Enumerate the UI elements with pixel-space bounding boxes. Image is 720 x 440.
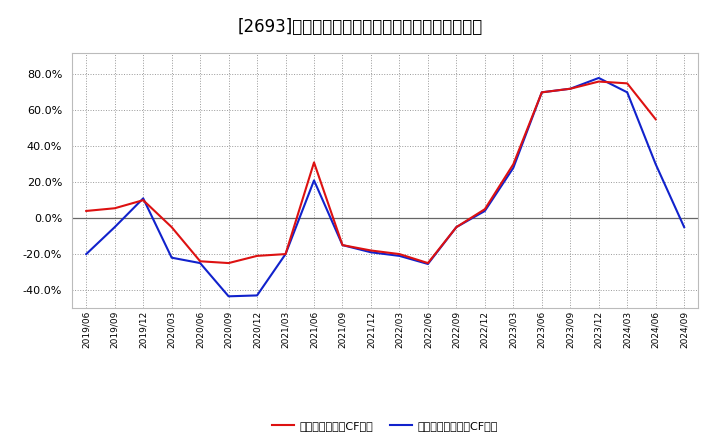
有利子負債営業CF比率 bbox=[509, 161, 518, 167]
有利子負債営業CF比率 bbox=[366, 248, 375, 253]
有利子負債営業CF比率 bbox=[595, 79, 603, 84]
有利子負債フリーCF比率 bbox=[82, 251, 91, 257]
有利子負債営業CF比率 bbox=[566, 86, 575, 92]
有利子負債営業CF比率 bbox=[82, 208, 91, 213]
有利子負債フリーCF比率 bbox=[652, 161, 660, 167]
有利子負債営業CF比率 bbox=[167, 224, 176, 230]
有利子負債営業CF比率 bbox=[253, 253, 261, 259]
有利子負債フリーCF比率 bbox=[366, 249, 375, 255]
有利子負債フリーCF比率 bbox=[110, 224, 119, 230]
有利子負債営業CF比率 bbox=[282, 251, 290, 257]
有利子負債フリーCF比率 bbox=[480, 208, 489, 213]
有利子負債営業CF比率 bbox=[110, 205, 119, 211]
有利子負債フリーCF比率 bbox=[338, 242, 347, 248]
有利子負債営業CF比率 bbox=[480, 206, 489, 212]
有利子負債営業CF比率 bbox=[338, 242, 347, 248]
有利子負債フリーCF比率 bbox=[225, 293, 233, 299]
Legend: 有利子負債営業CF比率, 有利子負債フリーCF比率: 有利子負債営業CF比率, 有利子負債フリーCF比率 bbox=[268, 416, 503, 435]
有利子負債営業CF比率 bbox=[623, 81, 631, 86]
有利子負債営業CF比率 bbox=[423, 260, 432, 266]
有利子負債フリーCF比率 bbox=[623, 90, 631, 95]
有利子負債フリーCF比率 bbox=[395, 253, 404, 259]
Text: [2693]　有利子負債キャッシュフロー比率の推移: [2693] 有利子負債キャッシュフロー比率の推移 bbox=[238, 18, 482, 36]
有利子負債フリーCF比率 bbox=[566, 86, 575, 92]
有利子負債営業CF比率 bbox=[395, 251, 404, 257]
有利子負債営業CF比率 bbox=[139, 198, 148, 203]
有利子負債フリーCF比率 bbox=[310, 178, 318, 183]
有利子負債フリーCF比率 bbox=[509, 165, 518, 170]
Line: 有利子負債営業CF比率: 有利子負債営業CF比率 bbox=[86, 81, 656, 263]
有利子負債営業CF比率 bbox=[652, 117, 660, 122]
有利子負債フリーCF比率 bbox=[167, 255, 176, 260]
有利子負債営業CF比率 bbox=[310, 160, 318, 165]
有利子負債フリーCF比率 bbox=[139, 196, 148, 201]
有利子負債フリーCF比率 bbox=[253, 293, 261, 298]
有利子負債フリーCF比率 bbox=[537, 90, 546, 95]
有利子負債フリーCF比率 bbox=[423, 261, 432, 267]
有利子負債フリーCF比率 bbox=[452, 224, 461, 230]
有利子負債フリーCF比率 bbox=[595, 75, 603, 81]
有利子負債フリーCF比率 bbox=[680, 224, 688, 230]
Line: 有利子負債フリーCF比率: 有利子負債フリーCF比率 bbox=[86, 78, 684, 296]
有利子負債フリーCF比率 bbox=[282, 251, 290, 257]
有利子負債営業CF比率 bbox=[537, 90, 546, 95]
有利子負債フリーCF比率 bbox=[196, 260, 204, 266]
有利子負債営業CF比率 bbox=[196, 259, 204, 264]
有利子負債営業CF比率 bbox=[225, 260, 233, 266]
有利子負債営業CF比率 bbox=[452, 224, 461, 230]
